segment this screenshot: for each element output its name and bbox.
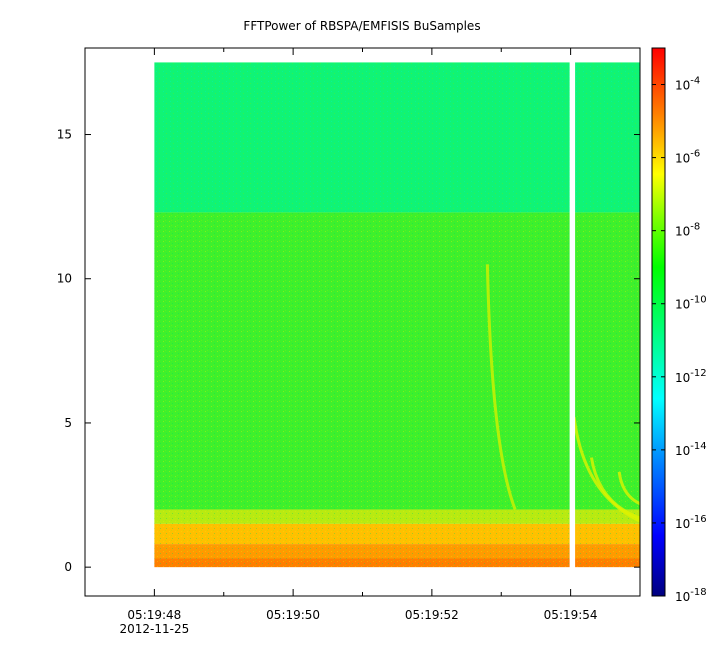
colorbar-axis: 10-4 10-6 10-8 10-10 10-12 10-14 10-16 10-18 [652, 76, 707, 604]
y-axis: 0 5 10 15 [57, 128, 640, 574]
emission-feature-3 [617, 471, 640, 506]
spectrogram-data [154, 61, 640, 569]
colorbar-tick-label-6: 10-16 [675, 514, 707, 531]
x-tick-label-3: 05:19:54 [544, 608, 598, 622]
chart-title: FFTPower of RBSPA/EMFISIS BuSamples [243, 19, 480, 33]
colorbar-tick-label-3: 10-10 [675, 295, 707, 312]
colorbar-tick-label-2: 10-8 [675, 222, 700, 239]
emission-feature-0 [485, 264, 517, 511]
power-band-texture-2 [154, 509, 640, 524]
colorbar-tick-label-4: 10-12 [675, 368, 707, 385]
x-axis: 05:19:48 05:19:50 05:19:52 05:19:54 2012-11-… [120, 48, 598, 636]
x-date-label: 2012-11-25 [120, 622, 190, 636]
emission-feature-1 [572, 416, 640, 523]
data-gap [569, 61, 576, 569]
y-tick-label-10: 10 [57, 272, 72, 286]
x-tick-label-0: 05:19:48 [127, 608, 181, 622]
power-band-texture-3 [154, 523, 640, 545]
colorbar-tick-label-5: 10-14 [675, 441, 707, 458]
power-band-texture-5 [154, 558, 640, 568]
colorbar-tick-label-1: 10-6 [675, 149, 700, 166]
y-tick-label-15: 15 [57, 128, 72, 142]
y-tick-label-0: 0 [64, 560, 72, 574]
emission-feature-2 [589, 457, 640, 520]
colorbar-tick-label-7: 10-18 [675, 587, 707, 604]
colorbar [651, 47, 666, 597]
power-band-texture-0 [154, 62, 640, 213]
x-tick-label-1: 05:19:50 [266, 608, 320, 622]
colorbar-tick-label-0: 10-4 [675, 76, 700, 93]
power-band-texture-1 [154, 212, 640, 510]
power-band-texture-4 [154, 544, 640, 559]
y-tick-label-5: 5 [64, 416, 72, 430]
x-tick-label-2: 05:19:52 [405, 608, 459, 622]
